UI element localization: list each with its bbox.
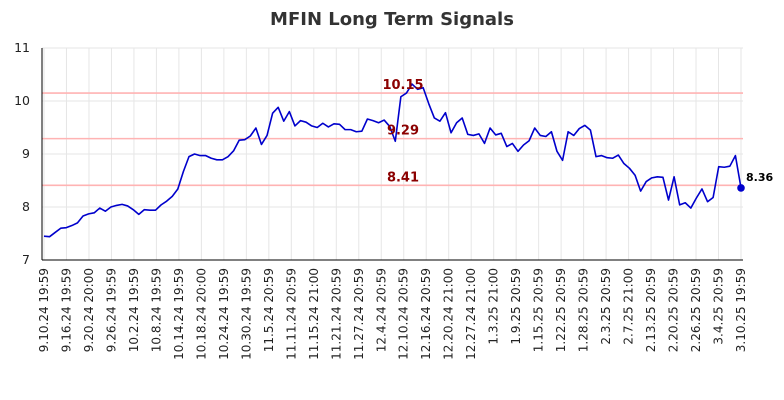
y-tick-label: 9	[22, 146, 30, 161]
x-tick-label: 10.8.24 19:59	[149, 268, 163, 352]
x-tick-label: 11.5.24 20:59	[262, 268, 276, 352]
x-tick-label: 2.13.25 20:59	[644, 268, 658, 352]
x-tick-label: 2.26.25 20:59	[689, 268, 703, 352]
x-tick-label: 2.7.25 21:00	[622, 268, 636, 345]
signal-level-label: 9.29	[387, 124, 419, 139]
x-tick-label: 9.10.24 19:59	[37, 268, 51, 352]
x-tick-label: 11.11.24 20:59	[284, 268, 298, 360]
series-layer	[43, 83, 745, 238]
x-tick-label: 10.18.24 20:00	[194, 268, 208, 360]
x-tick-label: 9.26.24 19:59	[104, 268, 118, 352]
x-tick-label: 10.30.24 19:59	[239, 268, 253, 360]
y-tick-label: 10	[14, 93, 30, 108]
signal-level-label: 10.15	[382, 78, 423, 93]
x-tick-label: 2.3.25 20:59	[599, 268, 613, 345]
price-series-line	[43, 83, 742, 238]
x-tick-label: 1.3.25 21:00	[487, 268, 501, 345]
axes	[41, 48, 743, 261]
y-tick-label: 8	[22, 199, 30, 214]
x-tick-label: 2.20.25 20:59	[667, 268, 681, 352]
x-tick-label: 11.27.24 20:59	[352, 268, 366, 360]
x-tick-label: 1.22.25 20:59	[554, 268, 568, 352]
grid	[42, 47, 743, 261]
x-tick-label: 3.4.25 20:59	[712, 268, 726, 345]
x-tick-label: 12.20.24 21:00	[442, 268, 456, 360]
y-tick-label: 11	[14, 40, 30, 55]
x-tick-label: 11.21.24 20:59	[329, 268, 343, 360]
x-tick-label: 12.27.24 21:00	[464, 268, 478, 360]
signal-level-label: 8.41	[387, 170, 419, 185]
x-tick-label: 9.16.24 19:59	[59, 268, 73, 352]
x-tick-label: 10.2.24 19:59	[127, 268, 141, 352]
x-tick-label: 9.20.24 20:00	[82, 268, 96, 352]
y-tick-label: 7	[22, 252, 30, 267]
x-tick-label: 1.15.25 20:59	[532, 268, 546, 352]
last-value-label: 8.36	[746, 171, 773, 184]
x-tick-label: 12.16.24 20:59	[419, 268, 433, 360]
x-tick-label: 12.4.24 20:59	[374, 268, 388, 352]
x-tick-label: 11.15.24 21:00	[307, 268, 321, 360]
chart-title: MFIN Long Term Signals	[270, 9, 514, 30]
last-value-point	[737, 184, 745, 192]
x-tick-label: 10.24.24 19:59	[217, 268, 231, 360]
x-tick-label: 10.14.24 19:59	[172, 268, 186, 360]
x-tick-label: 1.9.25 20:59	[509, 268, 523, 345]
x-tick-label: 12.10.24 20:59	[397, 268, 411, 360]
x-tick-label: 1.28.25 20:59	[577, 268, 591, 352]
x-tick-label: 3.10.25 19:59	[734, 268, 748, 352]
signal-levels	[42, 92, 743, 187]
labels: 7 8 9 10 11 9.10.24 19:59 9.16.24 19:59 9.20.24…	[14, 40, 773, 360]
